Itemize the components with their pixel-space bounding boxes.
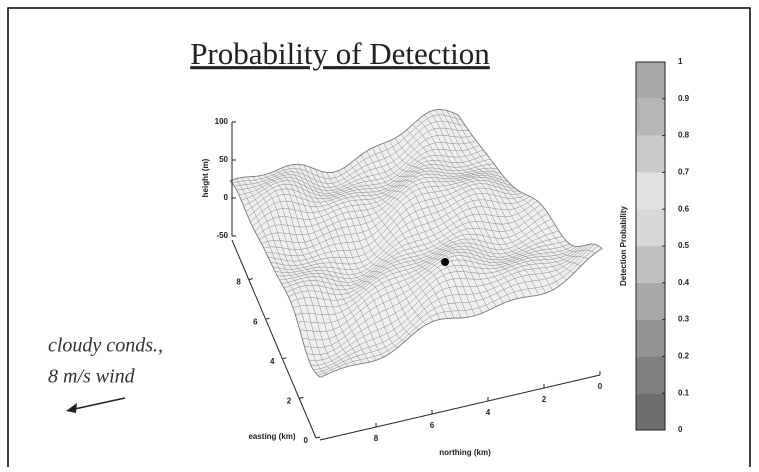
mesh-line: [299, 243, 570, 332]
x-tick-label: 0: [304, 436, 309, 445]
colorbar-band: [636, 209, 665, 246]
mesh-line: [297, 240, 567, 324]
mesh-line: [440, 109, 582, 267]
mesh-line: [317, 245, 599, 376]
x-tick-label: 4: [270, 357, 275, 366]
mesh-line: [290, 224, 556, 303]
colorbar-band: [636, 356, 665, 394]
mesh-line: [372, 147, 497, 307]
mesh-line: [319, 248, 603, 378]
mesh-line: [417, 119, 553, 291]
x-tick-label: 2: [287, 397, 292, 406]
mesh-line: [308, 245, 585, 361]
x-tick: [248, 278, 253, 281]
mesh-line: [277, 198, 534, 277]
x-tick-label: 8: [236, 278, 241, 287]
annotation: 8 m/s wind: [48, 366, 136, 388]
mesh-line: [313, 243, 592, 371]
colorbar-tick-label: 0: [678, 425, 683, 434]
mesh-line: [429, 111, 567, 281]
colorbar-tick-label: 0.2: [678, 352, 690, 361]
colorbar-tick-label: 0.7: [678, 168, 690, 177]
mesh-line: [452, 112, 596, 254]
surface: [229, 108, 603, 378]
mesh-line: [395, 137, 525, 298]
mesh-line: [360, 154, 483, 314]
mesh-line: [315, 244, 595, 374]
colorbar-label: Detection Probability: [619, 205, 628, 286]
mesh-line: [288, 218, 552, 297]
mesh-line: [292, 230, 559, 309]
x-axis-label: easting (km): [248, 432, 295, 441]
mesh-line: [281, 204, 541, 285]
target-marker: [441, 258, 449, 266]
colorbar-tick-label: 0.5: [678, 241, 690, 250]
y-tick-label: 8: [374, 434, 379, 443]
z-tick-label: 50: [219, 155, 228, 164]
mesh-line: [423, 114, 560, 286]
mesh-line: [279, 200, 538, 281]
y-tick-label: 2: [542, 395, 547, 404]
x-tick: [265, 317, 270, 320]
x-tick: [282, 357, 287, 360]
z-tick-label: 0: [224, 193, 229, 202]
z-tick-label: 100: [215, 117, 229, 126]
colorbar-band: [636, 393, 665, 430]
colorbar-tick-label: 1: [678, 57, 683, 66]
colorbar-band: [636, 135, 665, 173]
mesh-line: [400, 134, 532, 297]
mesh-line: [349, 163, 469, 318]
z-axis-label: height (m): [201, 158, 210, 197]
x-axis: [231, 239, 317, 439]
mesh-line: [286, 213, 549, 293]
mesh-line: [301, 245, 574, 341]
y-axis-label: northing (km): [439, 448, 491, 457]
colorbar-band: [636, 319, 665, 357]
mesh-line: [366, 150, 490, 311]
wind-arrow-head: [66, 403, 77, 413]
annotation: cloudy conds.,: [48, 335, 163, 357]
colorbar-band: [636, 282, 665, 320]
colorbar-tick-label: 0.9: [678, 94, 690, 103]
x-tick: [299, 396, 304, 399]
colorbar-tick-label: 0.3: [678, 315, 690, 324]
wind-arrow: [69, 397, 126, 411]
mesh-line: [412, 124, 546, 294]
x-tick: [315, 436, 321, 439]
mesh-line: [389, 140, 518, 299]
x-tick-label: 6: [253, 317, 258, 326]
colorbar-tick-label: 0.1: [678, 388, 690, 397]
colorbar-band: [636, 172, 665, 210]
chart-title: Probability of Detection: [190, 36, 490, 71]
mesh-line: [434, 109, 574, 274]
mesh-line: [446, 110, 589, 260]
mesh-line: [310, 244, 588, 366]
colorbar-tick-label: 0.4: [678, 278, 690, 287]
mesh-line: [283, 208, 545, 289]
colorbar-tick-label: 0.8: [678, 131, 690, 140]
mesh-line: [304, 246, 577, 349]
mesh-line: [457, 114, 603, 249]
y-tick-label: 0: [598, 382, 603, 391]
y-tick-label: 4: [486, 408, 491, 417]
y-tick-label: 6: [430, 421, 435, 430]
colorbar-band: [636, 246, 665, 283]
mesh-line: [295, 235, 563, 316]
colorbar-tick-label: 0.6: [678, 204, 690, 213]
mesh-line: [355, 159, 476, 316]
colorbar-band: [636, 62, 665, 99]
colorbar-band: [636, 98, 665, 136]
z-tick-label: -50: [216, 231, 228, 240]
mesh-line: [306, 246, 581, 355]
mesh-line: [383, 142, 511, 301]
mesh-line: [406, 129, 539, 296]
mesh-line: [274, 196, 531, 273]
mesh-line: [377, 145, 504, 304]
y-axis: [319, 374, 601, 441]
